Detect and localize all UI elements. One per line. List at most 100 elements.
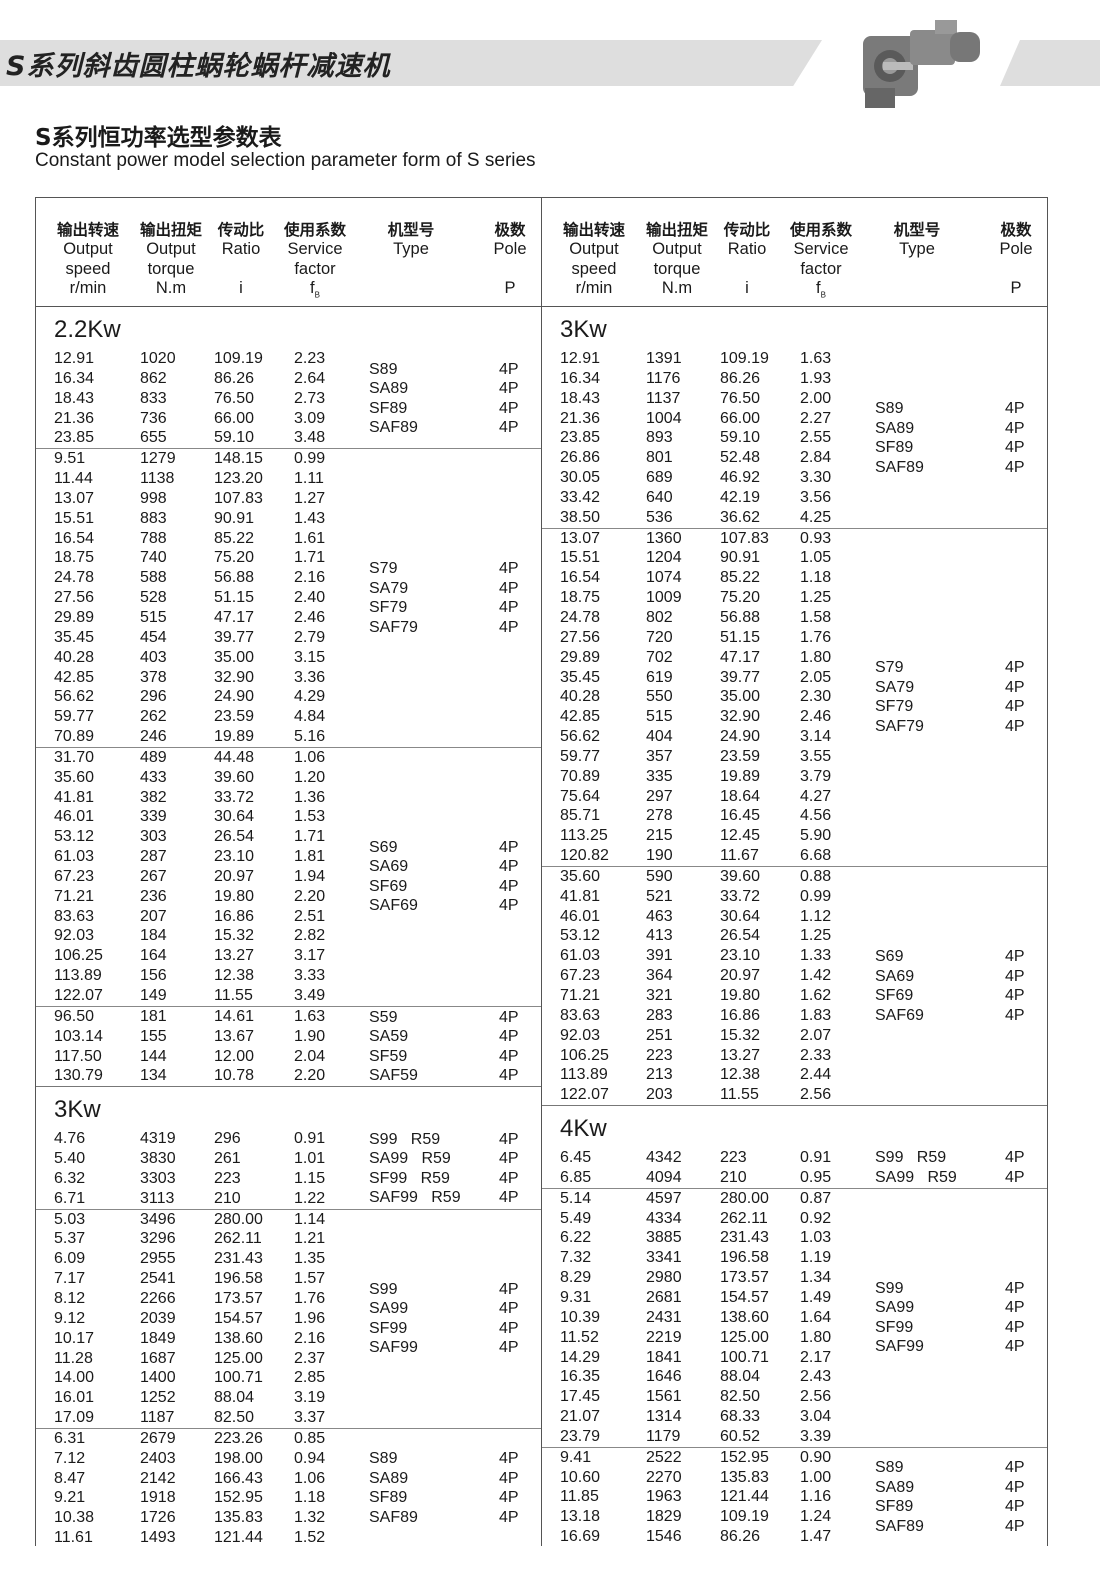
service-factor-cell: 1.64: [800, 1308, 832, 1326]
service-factor-cell: 3.48: [294, 429, 326, 447]
model-type: SAF89: [875, 458, 924, 476]
speed-cell: 13.07: [560, 529, 601, 547]
model-type: SA99: [875, 1299, 915, 1317]
table-row: 13.18 1829 109.19 1.24: [542, 1507, 1047, 1527]
ratio-cell: 223: [214, 1169, 241, 1187]
torque-cell: 3113: [140, 1189, 175, 1207]
unit-text: P: [504, 278, 516, 297]
speed-cell: 15.51: [560, 549, 601, 567]
ratio-cell: 261: [214, 1150, 241, 1168]
torque-cell: 689: [646, 469, 673, 487]
torque-cell: 1360: [646, 529, 682, 547]
table-row: 7.12 2403 198.00 0.94: [36, 1449, 541, 1469]
ratio-cell: 12.00: [214, 1047, 255, 1065]
ratio-cell: 231.43: [720, 1229, 769, 1247]
table-row: 6.09 2955 231.43 1.35: [36, 1249, 541, 1269]
table-row: 14.29 1841 100.71 2.17: [542, 1348, 1047, 1368]
table-row: 83.63 283 16.86 1.83: [542, 1006, 1047, 1026]
model-type: SF59: [369, 1047, 408, 1065]
torque-cell: 655: [140, 429, 167, 447]
torque-cell: 3885: [646, 1229, 682, 1247]
pole-count: 4P: [499, 1067, 519, 1085]
gear-reducer-product-image: [863, 20, 980, 108]
ratio-cell: 75.20: [720, 589, 761, 607]
table-row: 120.82 190 11.67 6.68: [542, 846, 1047, 866]
model-type: SAF89: [369, 419, 418, 437]
torque-cell: 382: [140, 788, 167, 806]
model-type-line: SF99 4P: [369, 1319, 529, 1339]
service-factor-cell: 2.51: [294, 907, 326, 925]
service-factor-cell: 4.84: [294, 708, 326, 726]
torque-cell: 1829: [646, 1508, 682, 1526]
torque-cell: 2219: [646, 1328, 682, 1346]
table-row: 8.47 2142 166.43 1.06: [36, 1469, 541, 1489]
speed-cell: 29.89: [560, 648, 601, 666]
speed-cell: 103.14: [54, 1027, 103, 1045]
pole-count: 4P: [1005, 419, 1025, 437]
torque-cell: 463: [646, 907, 673, 925]
column-header-en: Output: [652, 240, 702, 259]
model-group: 96.50 181 14.61 1.63 103.14 155 13.67 1.90 117.5…: [36, 1005, 541, 1086]
torque-cell: 619: [646, 668, 673, 686]
ratio-cell: 35.00: [720, 688, 761, 706]
model-type: S99 R59: [875, 1149, 947, 1167]
torque-cell: 1020: [140, 350, 176, 367]
table-row: 23.85 893 59.10 2.55: [542, 428, 1047, 448]
speed-cell: 120.82: [560, 847, 609, 865]
service-factor-cell: 0.88: [800, 867, 832, 885]
model-type-line: SAF89 4P: [875, 458, 1035, 478]
speed-cell: 6.71: [54, 1189, 86, 1207]
service-factor-cell: 1.81: [294, 848, 326, 866]
torque-cell: 391: [646, 947, 673, 965]
speed-cell: 35.45: [560, 668, 601, 686]
ratio-cell: 11.55: [720, 1086, 759, 1104]
torque-cell: 802: [646, 608, 673, 626]
service-factor-cell: 2.16: [294, 1329, 326, 1347]
speed-cell: 5.49: [560, 1209, 592, 1227]
model-type: S99 R59: [369, 1130, 441, 1148]
ratio-cell: 196.58: [720, 1249, 769, 1267]
pole-count: 4P: [1005, 1338, 1025, 1356]
model-group: 13.07 1360 107.83 0.93 15.51 1204 90.91 1.05 16.…: [542, 527, 1047, 866]
table-row: 5.03 3496 280.00 1.14: [36, 1210, 541, 1230]
unit-text: N.m: [155, 278, 187, 297]
torque-cell: 528: [140, 589, 167, 607]
table-row: 12.91 1020 109.19 2.23: [36, 349, 541, 369]
speed-cell: 16.69: [560, 1528, 601, 1546]
model-type-line: SAF99 4P: [369, 1338, 529, 1358]
table-row: 40.28 403 35.00 3.15: [36, 648, 541, 668]
service-factor-cell: 0.91: [800, 1149, 832, 1167]
column-header: 使用系数 Service factor fB: [790, 221, 852, 304]
model-type-line: SAF69 4P: [369, 896, 529, 916]
ratio-cell: 56.88: [720, 608, 761, 626]
speed-cell: 117.50: [54, 1047, 102, 1065]
service-factor-cell: 1.06: [294, 748, 326, 766]
service-factor-cell: 2.82: [294, 927, 326, 945]
model-type-list: S89 4P SA89 4P SF89 4P SAF89 4P: [875, 1448, 1035, 1547]
pole-count: 4P: [1005, 987, 1025, 1004]
ratio-cell: 173.57: [214, 1289, 263, 1307]
ratio-cell: 32.90: [214, 668, 255, 686]
service-factor-cell: 2.46: [294, 608, 326, 626]
model-type-list: S89 4P SA89 4P SF89 4P SAF89 4P: [875, 349, 1035, 528]
model-type: SAF99 R59: [369, 1189, 461, 1207]
column-unit: [388, 279, 435, 298]
ratio-cell: 210: [720, 1168, 747, 1186]
ratio-cell: 18.64: [720, 787, 761, 805]
ratio-cell: 231.43: [214, 1250, 263, 1268]
service-factor-cell: 2.85: [294, 1369, 326, 1387]
table-row: 27.56 720 51.15 1.76: [542, 628, 1047, 648]
table-row: 83.63 207 16.86 2.51: [36, 907, 541, 927]
service-factor-cell: 0.99: [294, 450, 326, 468]
service-factor-cell: 2.07: [800, 1026, 832, 1044]
service-factor-cell: 1.61: [294, 529, 326, 547]
model-type-line: SF79 4P: [369, 598, 529, 618]
pole-count: 4P: [1005, 1149, 1025, 1167]
ratio-cell: 15.32: [214, 927, 255, 945]
model-type: S89: [875, 1459, 904, 1477]
torque-cell: 155: [140, 1027, 167, 1045]
torque-cell: 207: [140, 907, 167, 925]
model-type: SF99 R59: [369, 1169, 450, 1187]
torque-cell: 403: [140, 648, 167, 666]
column-header-zh: 机型号: [893, 221, 941, 239]
